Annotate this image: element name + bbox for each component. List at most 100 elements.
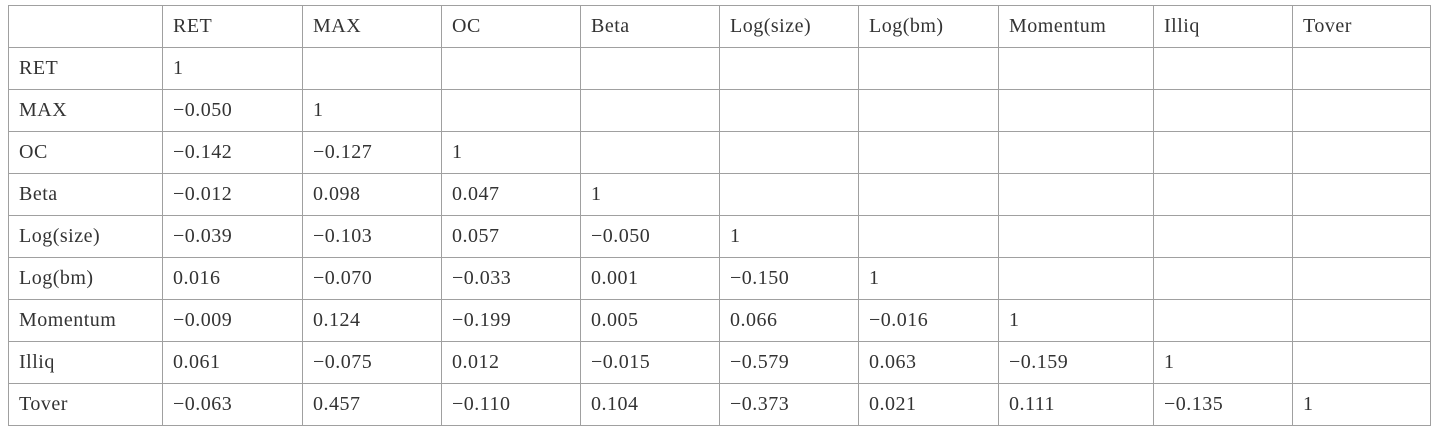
table-cell: −0.075: [302, 341, 442, 384]
table-cell: 0.098: [302, 173, 442, 216]
table-cell: −0.015: [580, 341, 720, 384]
table-cell: 0.063: [858, 341, 999, 384]
table-cell: 0.066: [719, 299, 859, 342]
table-cell: 1: [1153, 341, 1293, 384]
row-label: RET: [8, 47, 163, 90]
empty-cell: [1153, 299, 1293, 342]
table-cell: −0.039: [162, 215, 303, 258]
table-cell: −0.050: [162, 89, 303, 132]
table-cell: −0.579: [719, 341, 859, 384]
column-header: MAX: [302, 5, 442, 48]
column-header: Momentum: [998, 5, 1154, 48]
correlation-table: RET MAX OC Beta Log(size) Log(bm) Momentum Illi…: [8, 5, 1431, 426]
table-cell: −0.135: [1153, 383, 1293, 426]
empty-cell: [858, 131, 999, 174]
table-cell: 0.104: [580, 383, 720, 426]
empty-cell: [998, 257, 1154, 300]
table-cell: −0.012: [162, 173, 303, 216]
table-cell: 0.021: [858, 383, 999, 426]
table-row: Log(size) −0.039 −0.103 0.057 −0.050 1: [8, 215, 1431, 258]
row-label: Log(bm): [8, 257, 163, 300]
table-cell: 1: [1292, 383, 1431, 426]
header-row: RET MAX OC Beta Log(size) Log(bm) Momentum Illi…: [8, 5, 1431, 48]
empty-cell: [719, 89, 859, 132]
empty-cell: [719, 47, 859, 90]
row-label: Log(size): [8, 215, 163, 258]
empty-cell: [998, 215, 1154, 258]
empty-cell: [1292, 299, 1431, 342]
empty-cell: [580, 89, 720, 132]
table-cell: 0.001: [580, 257, 720, 300]
table-cell: −0.159: [998, 341, 1154, 384]
table-row: Illiq 0.061 −0.075 0.012 −0.015 −0.579 0.063 −0…: [8, 341, 1431, 384]
table-cell: −0.373: [719, 383, 859, 426]
table-row: OC −0.142 −0.127 1: [8, 131, 1431, 174]
empty-cell: [580, 131, 720, 174]
table-cell: −0.127: [302, 131, 442, 174]
table-cell: 1: [858, 257, 999, 300]
empty-cell: [1292, 341, 1431, 384]
row-label: OC: [8, 131, 163, 174]
table-cell: 1: [998, 299, 1154, 342]
table-cell: −0.150: [719, 257, 859, 300]
table-cell: 0.061: [162, 341, 303, 384]
empty-cell: [1292, 47, 1431, 90]
table-cell: 1: [162, 47, 303, 90]
column-header: Log(bm): [858, 5, 999, 48]
empty-cell: [858, 215, 999, 258]
column-header: Illiq: [1153, 5, 1293, 48]
table-cell: −0.063: [162, 383, 303, 426]
table-cell: −0.142: [162, 131, 303, 174]
table-cell: −0.199: [441, 299, 581, 342]
empty-cell: [1153, 173, 1293, 216]
empty-cell: [1153, 215, 1293, 258]
table-cell: 0.124: [302, 299, 442, 342]
table-cell: 1: [302, 89, 442, 132]
empty-cell: [998, 47, 1154, 90]
table-cell: −0.070: [302, 257, 442, 300]
empty-cell: [998, 173, 1154, 216]
empty-cell: [302, 47, 442, 90]
empty-cell: [1153, 257, 1293, 300]
table-cell: 1: [580, 173, 720, 216]
table-cell: 0.457: [302, 383, 442, 426]
empty-cell: [1292, 173, 1431, 216]
table-cell: 1: [719, 215, 859, 258]
table-cell: 0.057: [441, 215, 581, 258]
empty-cell: [1153, 131, 1293, 174]
empty-cell: [719, 131, 859, 174]
table-row: Log(bm) 0.016 −0.070 −0.033 0.001 −0.150 1: [8, 257, 1431, 300]
table-cell: 0.047: [441, 173, 581, 216]
table-cell: 0.012: [441, 341, 581, 384]
empty-cell: [858, 173, 999, 216]
empty-cell: [1153, 47, 1293, 90]
row-label: Tover: [8, 383, 163, 426]
column-header: Tover: [1292, 5, 1431, 48]
empty-cell: [1292, 215, 1431, 258]
table-cell: −0.016: [858, 299, 999, 342]
empty-cell: [858, 89, 999, 132]
table-row: Beta −0.012 0.098 0.047 1: [8, 173, 1431, 216]
empty-cell: [1153, 89, 1293, 132]
empty-cell: [580, 47, 720, 90]
table-cell: 0.005: [580, 299, 720, 342]
corner-cell: [8, 5, 163, 48]
row-label: Momentum: [8, 299, 163, 342]
table-cell: −0.033: [441, 257, 581, 300]
row-label: Beta: [8, 173, 163, 216]
row-label: Illiq: [8, 341, 163, 384]
column-header: Beta: [580, 5, 720, 48]
empty-cell: [1292, 257, 1431, 300]
column-header: RET: [162, 5, 303, 48]
empty-cell: [441, 47, 581, 90]
table-cell: 0.111: [998, 383, 1154, 426]
empty-cell: [998, 89, 1154, 132]
table-cell: −0.009: [162, 299, 303, 342]
table-row: MAX −0.050 1: [8, 89, 1431, 132]
table-row: RET 1: [8, 47, 1431, 90]
empty-cell: [998, 131, 1154, 174]
table-cell: 1: [441, 131, 581, 174]
empty-cell: [1292, 89, 1431, 132]
empty-cell: [441, 89, 581, 132]
